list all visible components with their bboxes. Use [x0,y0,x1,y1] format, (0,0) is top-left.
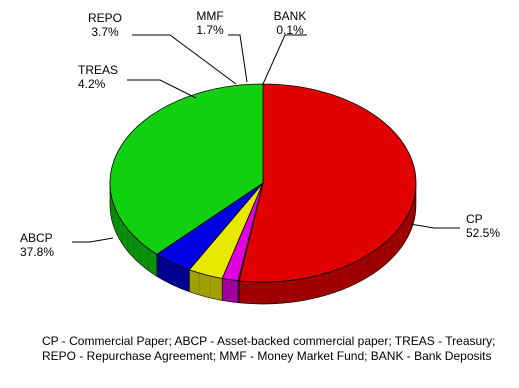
value-mmf: 1.7% [196,23,224,37]
leader-lines [72,34,460,243]
leader-bank [262,34,307,85]
slice-abcp [109,83,264,255]
leader-repo [132,34,237,85]
leader-cp [409,223,460,229]
pie-slices [109,83,417,283]
label-treas: TREAS [78,63,118,77]
value-bank: 0.1% [276,23,304,37]
value-treas: 4.2% [78,77,106,91]
leader-abcp [72,237,114,243]
value-repo: 3.7% [91,25,119,39]
slice-cp [238,83,417,283]
label-repo: REPO [88,11,122,25]
label-cp: CP [466,212,483,226]
value-cp: 52.5% [466,226,500,240]
footnote: CP - Commercial Paper; ABCP - Asset-back… [42,334,496,363]
leader-mmf [228,34,248,83]
label-mmf: MMF [196,9,223,23]
leader-treas [127,79,197,99]
side-mmf [221,278,239,304]
label-abcp: ABCP [20,231,53,245]
label-bank: BANK [274,9,307,23]
value-abcp: 37.8% [20,245,54,259]
